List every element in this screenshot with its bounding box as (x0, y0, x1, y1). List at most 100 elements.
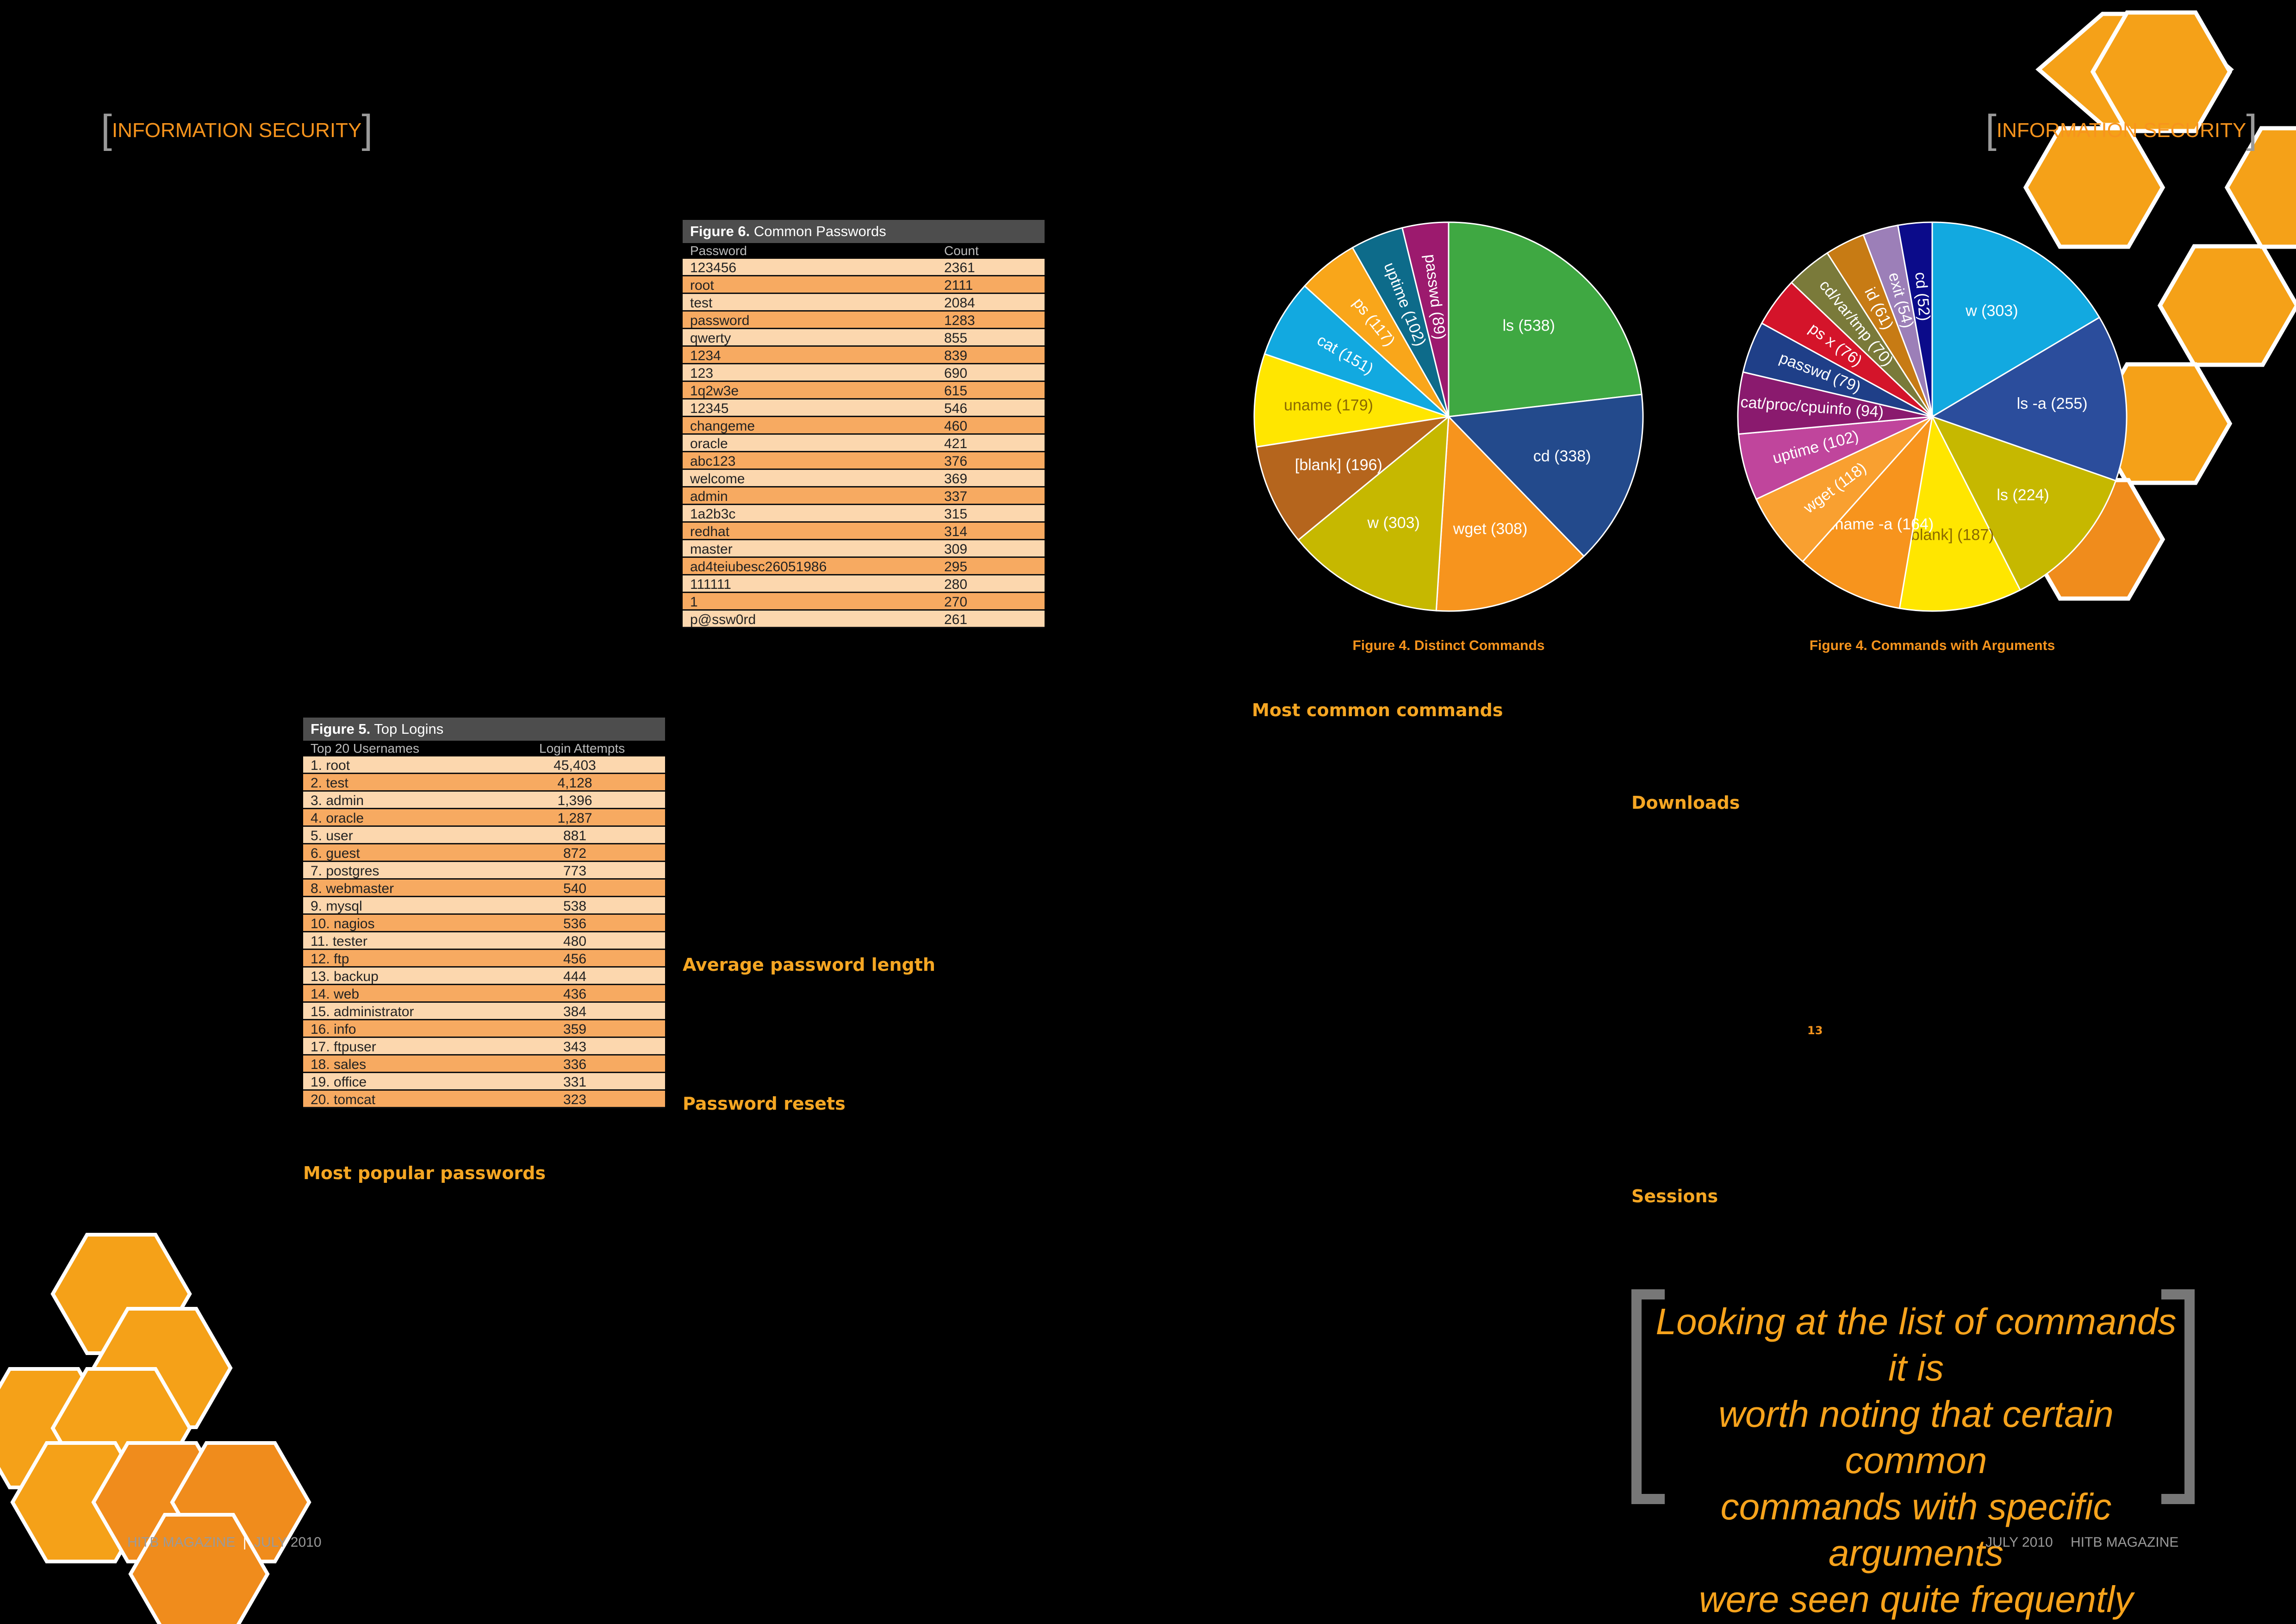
figure6-title: Figure 6. Common Passwords (683, 220, 1045, 243)
cell-name: test (690, 295, 713, 311)
cell-name: redhat (690, 524, 730, 539)
pie-slice (1263, 285, 1450, 418)
pie-slice-label: wget (308) (1453, 520, 1528, 537)
heading-downloads: Downloads (1631, 793, 1740, 813)
table-row: 20. tomcat 323 (303, 1091, 665, 1108)
table-row: master 309 (683, 540, 1045, 558)
table-row: p@ssw0rd 261 (683, 611, 1045, 628)
cell-name: p@ssw0rd (690, 612, 756, 627)
figure5-title: Figure 5. Top Logins (303, 718, 665, 741)
table-row: 7. postgres 773 (303, 862, 665, 880)
cell-value: 4,128 (557, 775, 592, 791)
figure4-arguments-caption: Figure 4. Commands with Arguments (1809, 638, 2055, 653)
cell-value: 376 (944, 454, 968, 469)
heading-password-resets: Password resets (683, 1093, 846, 1114)
cell-value: 839 (944, 348, 968, 363)
table-row: 1234 839 (683, 347, 1045, 364)
cell-value: 546 (944, 401, 968, 416)
table-row: 2. test 4,128 (303, 774, 665, 792)
cell-value: 280 (944, 577, 968, 592)
quote-line-4: were seen quite frequently (1699, 1579, 2134, 1620)
bracket-open: [ (101, 107, 112, 151)
pie-slice (1297, 415, 1450, 612)
table-row: changeme 460 (683, 417, 1045, 435)
table-row: root 2111 (683, 276, 1045, 294)
table-row: 5. user 881 (303, 827, 665, 844)
cell-value: 323 (563, 1092, 587, 1107)
cell-value: 881 (563, 828, 587, 843)
cell-name: 2. test (311, 775, 348, 791)
bracket-close: ] (2246, 107, 2258, 151)
table-row: 1 270 (683, 593, 1045, 611)
table-row: password 1283 (683, 312, 1045, 329)
cell-name: 13. backup (311, 969, 379, 984)
table-row: 8. webmaster 540 (303, 880, 665, 897)
quote-line-2: worth noting that certain common (1718, 1393, 2114, 1481)
figure5-title-bold: Figure 5. (311, 721, 371, 737)
cell-name: 1q2w3e (690, 383, 739, 399)
cell-value: 444 (563, 969, 587, 984)
cell-name: 10. nagios (311, 916, 375, 931)
cell-value: 690 (944, 366, 968, 381)
cell-name: 8. webmaster (311, 881, 394, 896)
pie-slice-label: cd (338) (1533, 448, 1591, 465)
quote-line-3: commands with specific arguments (1720, 1486, 2112, 1574)
cell-name: 14. web (311, 987, 360, 1002)
cell-name: 123 (690, 366, 714, 381)
pull-quote: Looking at the list of commands it is wo… (1652, 1299, 2180, 1623)
figure4-distinct-caption: Figure 4. Distinct Commands (1352, 638, 1545, 653)
pie-slice (1931, 221, 2101, 418)
table-row: 12. ftp 456 (303, 950, 665, 968)
cell-name: 15. administrator (311, 1004, 414, 1019)
figure6-common-passwords-table: Figure 6. Common Passwords Password Coun… (683, 220, 1045, 628)
table-row: qwerty 855 (683, 329, 1045, 347)
footer-right-mag: HITB MAGAZINE (2071, 1535, 2179, 1550)
cell-name: 20. tomcat (311, 1092, 376, 1107)
cell-name: 123456 (690, 260, 737, 275)
table-row: 14. web 436 (303, 985, 665, 1003)
cell-name: 16. info (311, 1022, 356, 1037)
cell-value: 460 (944, 418, 968, 434)
pie-slice (1801, 414, 1934, 609)
table-row: 13. backup 444 (303, 968, 665, 985)
table-row: redhat 314 (683, 523, 1045, 540)
table-row: 17. ftpuser 343 (303, 1038, 665, 1056)
cell-value: 270 (944, 594, 968, 610)
pie-chart-commands-with-arguments: w (303) ls -a (255) ls (224) [blank] (187)u… (1737, 221, 2128, 612)
pie-slice (1253, 353, 1449, 448)
cell-name: admin (690, 489, 728, 504)
cell-name: oracle (690, 436, 728, 451)
pie-slice (1738, 416, 1933, 500)
heading-sessions: Sessions (1631, 1186, 1718, 1206)
cell-name: password (690, 313, 750, 328)
section-header-right: [INFORMATION SECURITY] (1985, 106, 2257, 152)
table-row: 19. office 331 (303, 1073, 665, 1091)
bracket-open: [ (1985, 107, 1997, 151)
cell-value: 384 (563, 1004, 587, 1019)
cell-name: 4. oracle (311, 811, 364, 826)
cell-value: 536 (563, 916, 587, 931)
cell-name: ad4teiubesc26051986 (690, 559, 827, 575)
cell-value: 309 (944, 542, 968, 557)
figure6-column-header: Password Count (683, 243, 1045, 259)
cell-value: 421 (944, 436, 968, 451)
col-count: Count (944, 244, 979, 258)
cell-value: 1,287 (557, 811, 592, 826)
cell-value: 369 (944, 471, 968, 487)
pie-slice (1930, 316, 2128, 482)
pie-slice-label: ls -a (255) (2017, 395, 2088, 412)
footer-left-date: JULY 2010 (254, 1535, 322, 1550)
figure6-title-bold: Figure 6. (690, 223, 750, 239)
cell-name: 1. root (311, 758, 350, 773)
cell-name: qwerty (690, 331, 731, 346)
table-row: 123 690 (683, 364, 1045, 382)
pie-slice-label: uname (179) (1284, 397, 1373, 414)
pie-slice (1447, 394, 1644, 557)
pie-slice (1401, 221, 1450, 417)
heading-most-common-commands: Most common commands (1252, 700, 1503, 720)
cell-value: 2361 (944, 260, 975, 275)
cell-name: 3. admin (311, 793, 364, 808)
cell-name: 11. tester (311, 934, 367, 949)
cell-value: 872 (563, 846, 587, 861)
figure5-column-header: Top 20 Usernames Login Attempts (303, 741, 665, 756)
